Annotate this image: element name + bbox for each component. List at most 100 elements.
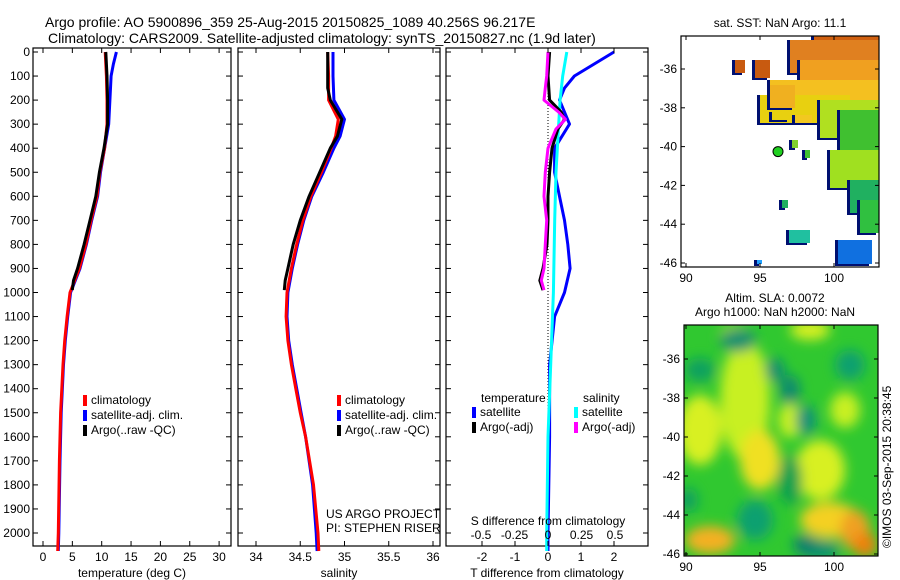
legend-label: satellite [582,405,623,419]
sla-map-subtitle: Argo h1000: NaN h2000: NaN [695,305,855,319]
legend-swatch [337,410,341,421]
timestamp: ©IMOS 03-Sep-2015 20:38:45 [880,385,894,548]
depth-tick-label: 400 [10,141,30,155]
difference-line-3 [539,51,567,291]
t-diff-x-label: T difference from climatology [470,566,624,580]
legend-label: satellite-adj. clim. [91,408,183,422]
sst-patch [735,60,745,73]
salinity-x-tick-label: 35.5 [377,550,401,564]
sla-blob [740,430,780,490]
depth-tick-label: 1800 [3,478,30,492]
legend-swatch [83,425,87,436]
depth-tick-label: 1500 [3,406,30,420]
sst-patch [757,260,762,264]
temperature-line-0 [56,51,109,552]
title-line-1: Argo profile: AO 5900896_359 25-Aug-2015… [45,14,535,30]
lat-tick-label: -36 [660,62,678,76]
legend-swatch [337,395,341,406]
t-diff-x-tick-label: -2 [477,550,488,564]
legend-label: climatology [345,393,405,407]
sla-blob [685,526,735,554]
sla-blob [765,358,785,382]
legend-label: climatology [91,393,151,407]
legend-swatch [472,422,476,433]
lat-tick-label: -44 [663,508,681,522]
depth-tick-label: 1900 [3,502,30,516]
difference-line-1 [545,51,569,551]
legend-label: satellite-adj. clim. [345,408,437,422]
sla-blob [684,395,722,465]
temperature-x-tick-label: 10 [95,550,109,564]
legend-label: Argo(-adj) [480,420,533,434]
temperature-x-label: temperature (deg C) [78,566,186,580]
lon-tick-label: 95 [753,560,767,574]
lat-tick-label: -44 [660,217,678,231]
sst-patch [795,115,812,123]
depth-tick-label: 700 [10,213,30,227]
sst-patch [770,85,795,108]
t-diff-x-tick-label: -1 [510,550,521,564]
depth-tick-label: 900 [10,261,30,275]
legend-swatch [337,425,341,436]
salinity-line-0 [284,51,340,552]
salinity-line-2 [282,52,344,291]
sla-blob [778,402,802,438]
sst-patch [789,230,810,243]
title-line-2: Climatology: CARS2009. Satellite-adjuste… [48,30,596,46]
t-diff-x-tick-label: 0 [545,550,552,564]
legend-swatch [83,395,87,406]
temperature-x-tick-label: 15 [124,550,138,564]
sla-blob [685,358,715,382]
sst-patch [860,200,879,233]
legend-swatch [472,407,476,418]
credit-pi: PI: STEPHEN RISER [326,521,441,535]
legend-title-temperature: temperature [481,391,546,405]
lon-tick-label: 90 [679,560,693,574]
sst-patch [805,150,810,158]
temperature-x-tick-label: 20 [154,550,168,564]
lat-tick-label: -42 [663,469,681,483]
t-diff-x-tick-label: 1 [578,550,585,564]
depth-tick-label: 1400 [3,382,30,396]
depth-tick-label: 100 [10,69,30,83]
depth-tick-label: 1600 [3,430,30,444]
legend-swatch [574,422,578,433]
sla-field [684,325,878,556]
sst-field [732,36,879,266]
sst-edge [802,150,807,160]
lat-tick-label: -46 [660,256,678,270]
depth-tick-label: 1000 [3,286,30,300]
s-diff-tick-label: -0.25 [501,528,529,542]
salinity-x-tick-label: 34.5 [289,550,313,564]
s-diff-tick-label: -0.5 [471,528,492,542]
lon-tick-label: 95 [753,271,767,285]
depth-tick-label: 0 [23,45,30,59]
salinity-x-tick-label: 34 [249,550,263,564]
lat-tick-label: -36 [663,352,681,366]
legend-label: satellite [480,405,521,419]
t-diff-x-tick-label: 2 [611,550,618,564]
depth-tick-label: 800 [10,237,30,251]
sla-blob [835,350,865,380]
depth-tick-label: 1100 [4,310,30,324]
salinity-x-label: salinity [321,566,358,580]
depth-tick-label: 1700 [3,454,30,468]
depth-tick-label: 300 [10,117,30,131]
lat-tick-label: -42 [660,178,678,192]
temperature-x-tick-label: 30 [212,550,226,564]
legend-label: Argo(-adj) [582,420,635,434]
sla-map-title: Altim. SLA: 0.0072 [725,291,825,305]
temperature-x-tick-label: 0 [40,550,47,564]
lat-tick-label: -38 [660,101,678,115]
sla-blob [684,488,698,512]
legend-swatch [574,407,578,418]
sst-patch [838,240,872,264]
sst-patch [792,140,798,148]
depth-tick-label: 1300 [3,358,30,372]
sst-edge [754,260,759,266]
sla-blobs [684,325,877,556]
temperature-x-tick-label: 25 [183,550,197,564]
sla-blob [780,375,800,405]
sla-blob [793,535,817,555]
